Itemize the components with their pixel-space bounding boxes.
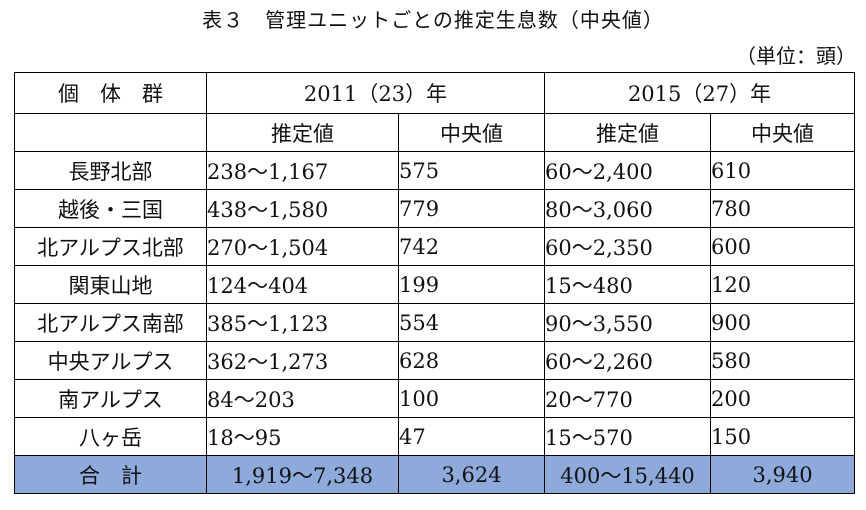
total-median-2011: 3,624: [397, 455, 546, 494]
total-range-2011: 1,919～7,348: [206, 455, 399, 494]
total-row: 合 計 1,919～7,348 3,624 400～15,440 3,940: [14, 455, 856, 494]
population-name: 南アルプス: [14, 379, 207, 418]
median-2011: 575: [397, 151, 546, 190]
header-estimate-2015: 推定値: [544, 113, 712, 152]
total-range-2015: 400～15,440: [544, 455, 712, 494]
population-name: 中央アルプス: [14, 341, 207, 380]
estimate-range-2015: 20～770: [544, 379, 712, 418]
header-blank: [14, 113, 207, 152]
median-2015: 900: [710, 303, 856, 342]
median-2011: 100: [397, 379, 546, 418]
table-row: 北アルプス北部 270～1,504 742 60～2,350 600: [14, 227, 856, 266]
estimate-range-2011: 238～1,167: [206, 151, 399, 190]
estimate-range-2011: 362～1,273: [206, 341, 399, 380]
median-2015: 200: [710, 379, 856, 418]
table-row: 越後・三国 438～1,580 779 80～3,060 780: [14, 189, 856, 228]
median-2011: 47: [397, 417, 546, 456]
header-row-period: 個 体 群 2011（23）年 2015（27）年: [14, 72, 856, 114]
total-label: 合 計: [14, 455, 207, 494]
table-row: 八ヶ岳 18～95 47 15～570 150: [14, 417, 856, 456]
population-name: 北アルプス南部: [14, 303, 207, 342]
estimate-range-2015: 60～2,350: [544, 227, 712, 266]
median-2011: 554: [397, 303, 546, 342]
table-row: 関東山地 124～404 199 15～480 120: [14, 265, 856, 304]
median-2015: 580: [710, 341, 856, 380]
population-name: 北アルプス北部: [14, 227, 207, 266]
population-name: 長野北部: [14, 151, 207, 190]
estimate-range-2015: 15～480: [544, 265, 712, 304]
total-median-2015: 3,940: [710, 455, 856, 494]
median-2015: 610: [710, 151, 856, 190]
table-row: 南アルプス 84～203 100 20～770 200: [14, 379, 856, 418]
estimate-range-2015: 60～2,260: [544, 341, 712, 380]
table-row: 中央アルプス 362～1,273 628 60～2,260 580: [14, 341, 856, 380]
median-2015: 150: [710, 417, 856, 456]
median-2011: 628: [397, 341, 546, 380]
estimate-range-2015: 90～3,550: [544, 303, 712, 342]
header-period-2015: 2015（27）年: [544, 72, 856, 114]
estimate-range-2011: 270～1,504: [206, 227, 399, 266]
estimate-range-2011: 385～1,123: [206, 303, 399, 342]
median-2011: 742: [397, 227, 546, 266]
estimate-range-2011: 124～404: [206, 265, 399, 304]
estimate-range-2015: 60～2,400: [544, 151, 712, 190]
estimate-range-2015: 80～3,060: [544, 189, 712, 228]
table-title: 表３ 管理ユニットごとの推定生息数（中央値）: [202, 8, 664, 32]
header-group: 個 体 群: [14, 72, 207, 114]
population-table: 個 体 群 2011（23）年 2015（27）年 推定値 中央値 推定値 中央…: [14, 72, 856, 494]
header-period-2011: 2011（23）年: [205, 72, 546, 114]
header-estimate-2011: 推定値: [206, 113, 399, 152]
estimate-range-2015: 15～570: [544, 417, 712, 456]
median-2015: 120: [710, 265, 856, 304]
median-2011: 199: [397, 265, 546, 304]
unit-label: （単位：頭）: [736, 44, 856, 68]
estimate-range-2011: 18～95: [206, 417, 399, 456]
header-row-metric: 推定値 中央値 推定値 中央値: [14, 113, 856, 152]
table-row: 長野北部 238～1,167 575 60～2,400 610: [14, 151, 856, 190]
estimate-range-2011: 84～203: [206, 379, 399, 418]
median-2015: 600: [710, 227, 856, 266]
median-2015: 780: [710, 189, 856, 228]
header-median-2015: 中央値: [710, 113, 856, 152]
population-name: 八ヶ岳: [14, 417, 207, 456]
table-row: 北アルプス南部 385～1,123 554 90～3,550 900: [14, 303, 856, 342]
header-median-2011: 中央値: [397, 113, 546, 152]
population-name: 越後・三国: [14, 189, 207, 228]
population-name: 関東山地: [14, 265, 207, 304]
estimate-range-2011: 438～1,580: [206, 189, 399, 228]
median-2011: 779: [397, 189, 546, 228]
